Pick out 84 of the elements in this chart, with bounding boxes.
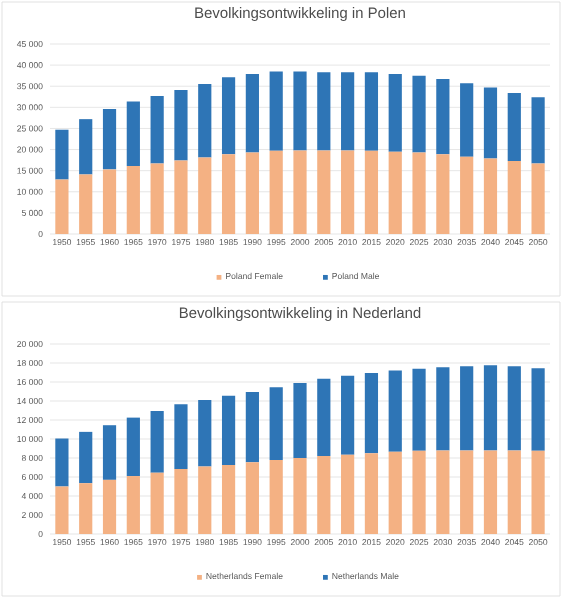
- bar: [460, 450, 474, 534]
- bar: [293, 150, 307, 234]
- bar: [412, 368, 426, 451]
- bar: [79, 431, 93, 484]
- bar: [269, 387, 283, 460]
- bar: [341, 150, 355, 234]
- bar: [436, 367, 450, 451]
- bar: [221, 395, 236, 466]
- bar: [531, 163, 545, 234]
- bar: [436, 79, 450, 155]
- bar: [55, 438, 69, 487]
- bar: [126, 166, 140, 234]
- bar: [126, 101, 140, 167]
- bar: [150, 472, 164, 534]
- bar: [198, 84, 212, 158]
- bar: [245, 152, 259, 234]
- bar: [531, 368, 545, 451]
- bar: [150, 410, 164, 473]
- bar: [79, 119, 93, 175]
- bar: [412, 75, 426, 153]
- bar: [221, 465, 236, 534]
- bar: [293, 382, 307, 458]
- bar: [317, 72, 331, 151]
- bar: [55, 486, 69, 534]
- bar: [412, 152, 426, 234]
- bar: [126, 476, 140, 534]
- bar: [460, 83, 474, 157]
- bar: [102, 425, 117, 480]
- bar: [126, 417, 140, 477]
- bar: [317, 456, 331, 534]
- bar: [531, 450, 545, 534]
- bar: [174, 160, 188, 234]
- bar: [317, 378, 331, 457]
- bar: [341, 375, 355, 455]
- bar: [102, 109, 117, 170]
- bar: [150, 95, 164, 164]
- bar: [198, 466, 212, 534]
- bar: [174, 404, 188, 469]
- bar: [198, 157, 212, 234]
- bar: [55, 179, 69, 234]
- bar: [364, 150, 379, 234]
- bar: [388, 451, 402, 534]
- bar: [412, 450, 426, 534]
- bar: [245, 391, 259, 463]
- bar: [269, 71, 283, 151]
- bar: [531, 97, 545, 164]
- bar: [79, 174, 93, 234]
- bar: [507, 450, 521, 534]
- bar: [460, 366, 474, 451]
- bar: [174, 90, 188, 161]
- bar: [341, 454, 355, 534]
- bar: [317, 150, 331, 234]
- bar: [483, 87, 498, 159]
- bar: [269, 150, 283, 234]
- bar: [507, 92, 521, 161]
- bar: [507, 366, 521, 451]
- bar: [293, 457, 307, 534]
- bar: [55, 129, 69, 180]
- bar: [174, 468, 188, 534]
- bar: [221, 77, 236, 155]
- bar: [293, 71, 307, 151]
- bar: [364, 72, 379, 151]
- bar: [245, 73, 259, 153]
- bar: [102, 169, 117, 234]
- bar: [245, 462, 259, 534]
- bar: [198, 400, 212, 467]
- bar: [364, 453, 379, 534]
- bar: [388, 73, 402, 152]
- bar: [483, 450, 498, 534]
- bar: [436, 450, 450, 534]
- bar: [388, 370, 402, 452]
- bar: [483, 365, 498, 451]
- bar: [102, 479, 117, 534]
- bar: [460, 156, 474, 234]
- bar: [269, 459, 283, 534]
- bar: [221, 154, 236, 234]
- bar: [388, 151, 402, 234]
- bar: [507, 160, 521, 234]
- bar: [364, 372, 379, 454]
- bar: [436, 154, 450, 234]
- bar: [79, 483, 93, 534]
- bar: [150, 163, 164, 234]
- bar: [341, 72, 355, 151]
- bar: [483, 158, 498, 234]
